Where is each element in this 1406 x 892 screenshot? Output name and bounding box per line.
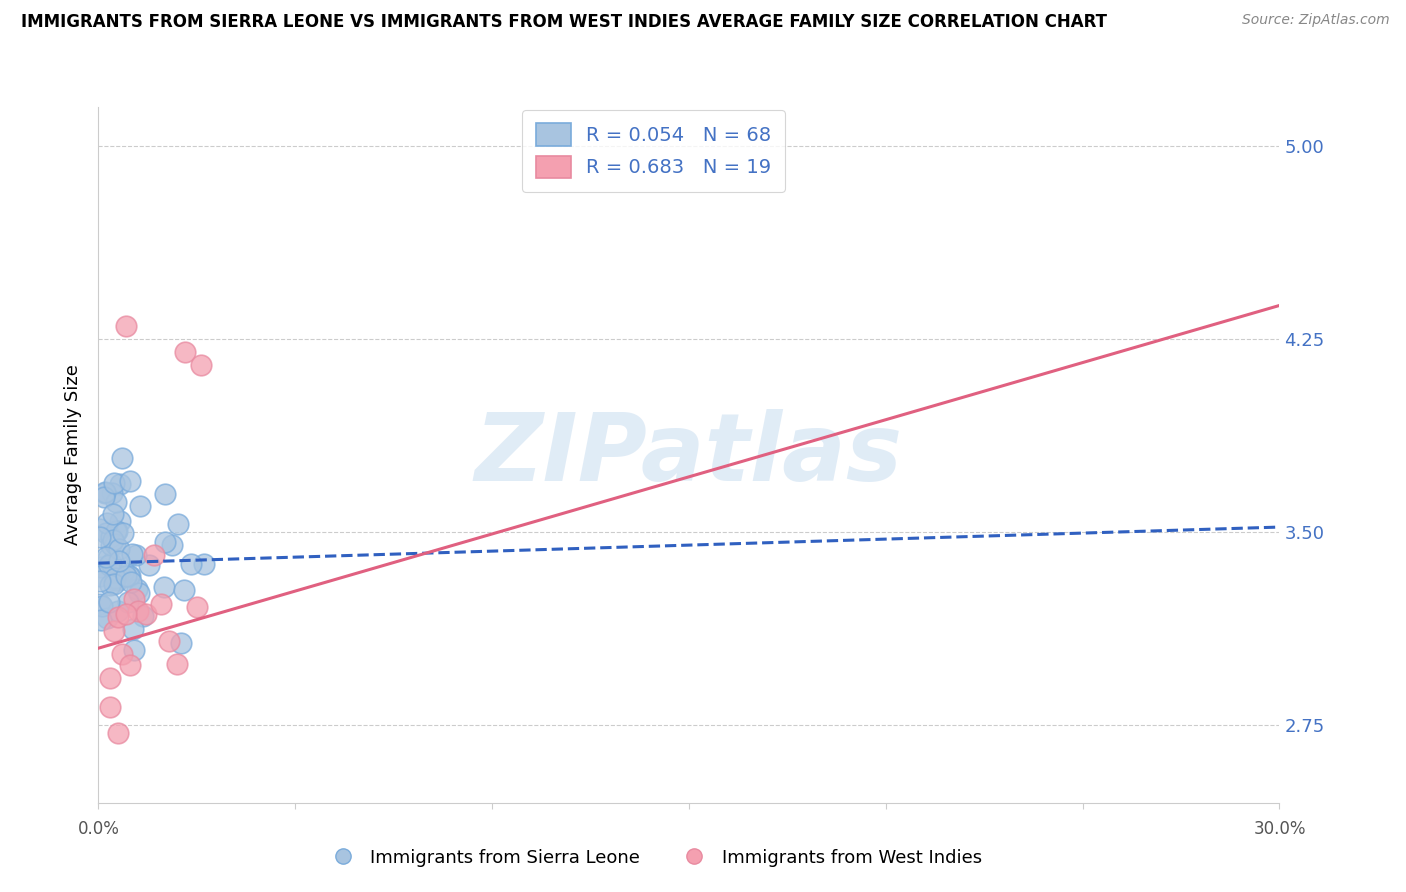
Point — [89, 598, 111, 612]
Point — [186, 599, 208, 614]
Point — [153, 534, 176, 549]
Point — [127, 604, 149, 618]
Point — [138, 558, 160, 572]
Text: IMMIGRANTS FROM SIERRA LEONE VS IMMIGRANTS FROM WEST INDIES AVERAGE FAMILY SIZE : IMMIGRANTS FROM SIERRA LEONE VS IMMIGRAN… — [21, 13, 1107, 31]
Point — [153, 487, 176, 501]
Point — [120, 474, 142, 488]
Point — [94, 486, 117, 500]
Point — [121, 547, 143, 561]
Point — [142, 548, 165, 562]
Point — [100, 486, 122, 500]
Point — [100, 577, 122, 591]
Point — [90, 613, 112, 627]
Point — [166, 657, 188, 671]
Point — [100, 557, 122, 571]
Point — [104, 495, 127, 509]
Point — [174, 344, 197, 359]
Point — [120, 574, 142, 589]
Point — [108, 554, 131, 568]
Point — [104, 566, 127, 580]
Point — [105, 524, 128, 538]
Point — [122, 643, 145, 657]
Point — [107, 609, 129, 624]
Text: Source: ZipAtlas.com: Source: ZipAtlas.com — [1241, 13, 1389, 28]
Point — [97, 550, 120, 565]
Point — [110, 514, 132, 528]
Point — [89, 574, 111, 589]
Point — [93, 485, 115, 500]
Point — [101, 533, 124, 548]
Point — [150, 597, 173, 611]
Point — [103, 475, 125, 490]
Point — [112, 525, 135, 540]
Point — [117, 595, 139, 609]
Point — [115, 607, 138, 622]
Point — [118, 569, 141, 583]
Point — [118, 569, 141, 583]
Point — [94, 549, 117, 564]
Point — [111, 450, 134, 465]
Point — [103, 624, 125, 638]
Point — [89, 530, 111, 544]
Point — [173, 583, 195, 598]
Point — [90, 560, 112, 574]
Text: 0.0%: 0.0% — [77, 820, 120, 838]
Point — [122, 622, 145, 636]
Point — [132, 609, 155, 624]
Point — [105, 524, 128, 539]
Point — [108, 541, 131, 556]
Point — [103, 507, 125, 521]
Point — [96, 516, 118, 530]
Point — [107, 604, 129, 618]
Point — [167, 517, 190, 532]
Point — [128, 586, 150, 600]
Point — [170, 636, 193, 650]
Point — [93, 490, 115, 504]
Point — [103, 577, 125, 591]
Point — [100, 538, 122, 552]
Point — [125, 582, 148, 597]
Point — [103, 573, 125, 587]
Point — [89, 522, 111, 536]
Point — [107, 574, 129, 588]
Point — [108, 476, 131, 491]
Point — [115, 319, 138, 334]
Point — [98, 700, 121, 714]
Point — [190, 358, 212, 372]
Point — [107, 726, 129, 740]
Point — [89, 569, 111, 583]
Point — [124, 548, 146, 562]
Point — [104, 537, 127, 551]
Point — [98, 671, 121, 685]
Point — [111, 647, 134, 661]
Point — [108, 565, 131, 579]
Text: ZIPatlas: ZIPatlas — [475, 409, 903, 501]
Point — [135, 607, 157, 621]
Point — [180, 557, 202, 571]
Y-axis label: Average Family Size: Average Family Size — [65, 365, 83, 545]
Point — [193, 558, 215, 572]
Point — [129, 500, 152, 514]
Point — [97, 595, 120, 609]
Point — [104, 572, 127, 586]
Text: 30.0%: 30.0% — [1253, 820, 1306, 838]
Point — [94, 525, 117, 540]
Point — [97, 558, 120, 573]
Point — [96, 611, 118, 625]
Point — [91, 599, 114, 613]
Point — [115, 568, 138, 582]
Point — [100, 530, 122, 544]
Legend: Immigrants from Sierra Leone, Immigrants from West Indies: Immigrants from Sierra Leone, Immigrants… — [318, 841, 988, 874]
Point — [152, 581, 174, 595]
Point — [112, 564, 135, 578]
Point — [118, 657, 141, 672]
Point — [160, 538, 183, 552]
Point — [122, 592, 145, 607]
Point — [157, 633, 180, 648]
